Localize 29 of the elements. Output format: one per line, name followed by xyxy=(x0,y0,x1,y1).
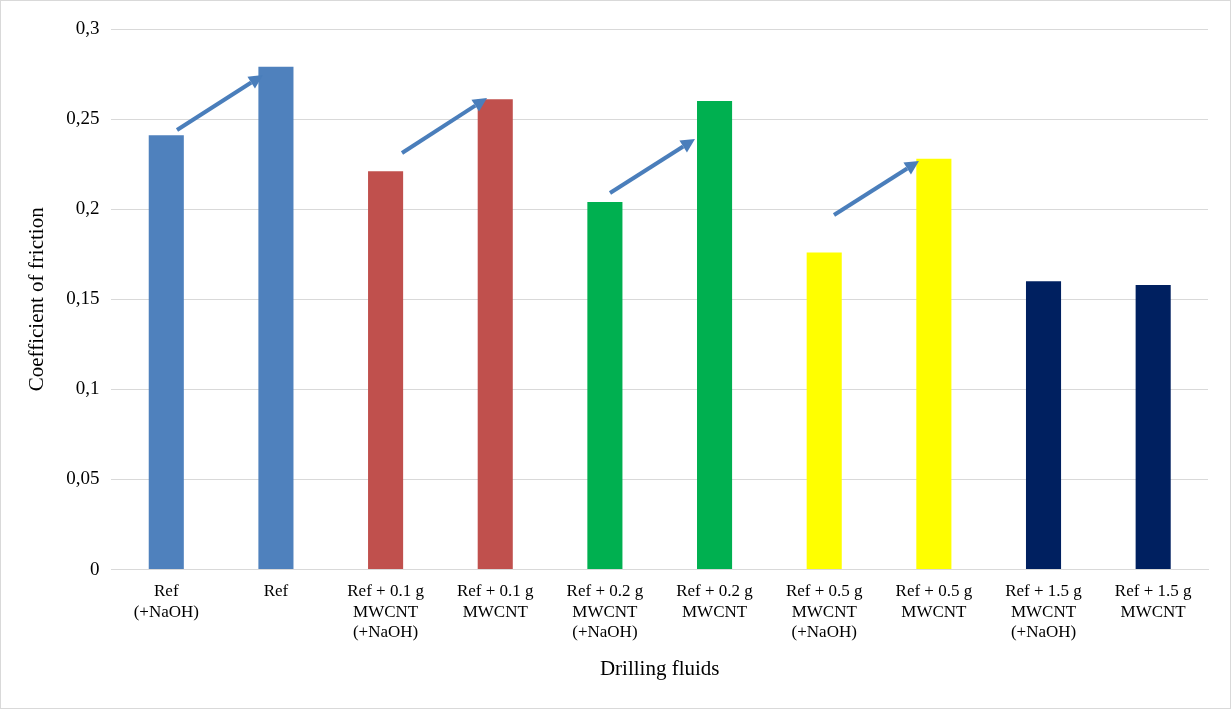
y-tick-label: 0,05 xyxy=(66,467,100,489)
bar xyxy=(148,135,184,570)
bar xyxy=(1025,281,1062,570)
x-axis-title: Drilling fluids xyxy=(599,655,720,680)
y-tick-label: 0,15 xyxy=(66,287,100,309)
x-tick-label: Ref + 1.5 g MWCNT xyxy=(1114,581,1192,621)
y-tick-label: 0,3 xyxy=(75,16,100,38)
x-tick-label: Ref (+NaOH) xyxy=(133,581,199,621)
bar xyxy=(587,201,623,570)
y-tick-label: 0,2 xyxy=(75,197,100,219)
bar xyxy=(368,171,404,570)
y-tick-label: 0,25 xyxy=(66,107,100,129)
y-tick-label: 0,1 xyxy=(75,377,100,399)
x-tick-label: Ref + 0.1 g MWCNT xyxy=(456,581,535,621)
bar xyxy=(258,66,294,570)
x-tick-label: Ref + 0.1 g MWCNT (+NaOH) xyxy=(347,581,425,642)
x-tick-label: Ref + 0.5 g MWCNT xyxy=(895,581,973,621)
x-tick-label: Ref + 0.5 g MWCNT (+NaOH) xyxy=(785,581,864,642)
bar xyxy=(806,252,842,570)
x-tick-label: Ref xyxy=(263,581,289,601)
x-tick-label: Ref + 0.2 g MWCNT (+NaOH) xyxy=(566,581,644,642)
x-tick-label: Ref + 0.2 g MWCNT xyxy=(676,581,754,621)
bar xyxy=(916,158,952,570)
y-tick-label: 0 xyxy=(89,557,100,579)
bar xyxy=(1135,284,1171,570)
x-tick-label: Ref + 1.5 g MWCNT (+NaOH) xyxy=(1005,581,1083,642)
y-axis-title: Coefficient of friction xyxy=(24,206,49,392)
bar xyxy=(697,101,733,570)
bar xyxy=(477,99,513,570)
